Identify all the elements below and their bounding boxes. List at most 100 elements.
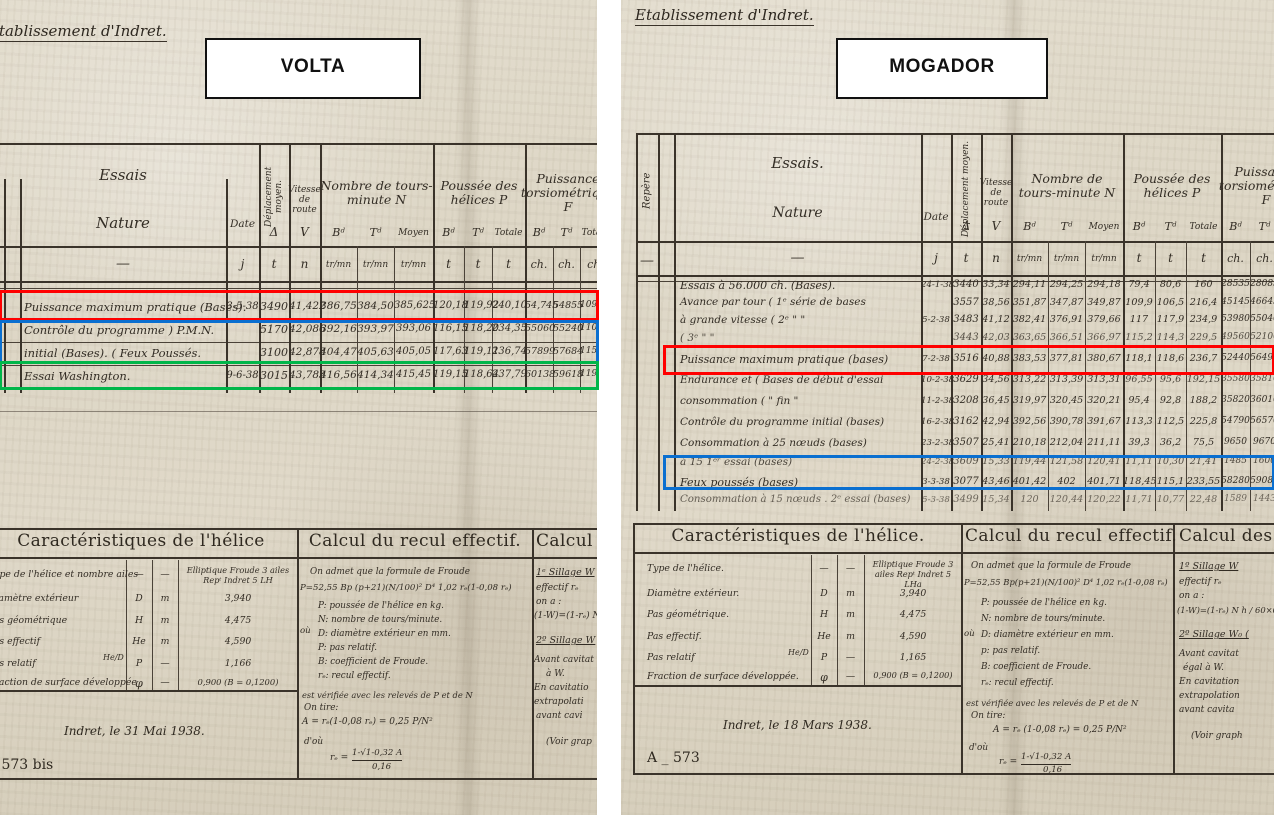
repere-dash-mogador: — [640,253,654,270]
cell-n-bd: 351,87 [1012,297,1047,308]
cell-f-td: 52100 [1250,332,1274,342]
cell-n-td: 390,78 [1049,416,1084,427]
bottom-section-frame-mogador [633,523,1274,775]
col-rule-f-bd-mogador [1250,241,1252,511]
prop-sym-4-mogador: P [820,652,828,663]
subheader-v-volta: V [300,225,309,240]
units-p-bd-mogador: t [1136,251,1142,266]
establishment-heading-volta: Etablissement d'Indret. [0,22,167,42]
recul-legend-2-volta: D: diamètre extérieur en mm. [318,629,451,639]
subheader-n-moyen-mogador: Moyen [1088,221,1120,232]
prop-rule-val-mogador [864,555,866,685]
prop-label-5-mogador: Fraction de surface développée. [647,671,799,682]
cell-n-bd: 383,53 [1012,353,1047,364]
table-row: Endurance et ( Bases de début d'essai [680,374,884,386]
units-v-volta: n [300,257,309,272]
units-f-totale-volta: ch. [587,257,597,271]
subheader-f-td-volta: Tᵈ [560,225,573,239]
cell-p-totale: 192,15 [1186,374,1221,385]
subheader-date-volta: Date [229,218,256,231]
cell-f-td: 36010 [1250,395,1274,405]
cell-f-bd: 35820 [1221,395,1250,405]
cell-v: 42,878 [289,346,326,358]
subheader-nature-mogador: Nature [772,205,823,222]
sillage-title-volta: Calcul d [536,531,597,551]
cell-f-totale: 109.600 [580,300,597,310]
sillage-line-3-volta: (1-W)=(1-rₑ) N [534,611,597,621]
subheader-p-totale-volta: Totale [494,227,523,238]
cell-n-bd: 313,22 [1012,374,1047,385]
cell-n-bd: 294,11 [1012,279,1047,290]
units-n-td-volta: tr/mn [362,259,389,270]
units-date-volta: j [240,257,245,272]
prop-sym-2-mogador: H [819,609,829,620]
table-header-divider-mogador [636,241,1274,244]
prop-value-5-volta: 0,900 (B = 0,1200) [197,677,279,687]
header-vitesse-volta: Vitesse de route [288,184,321,216]
units-p-totale-volta: t [506,257,511,272]
subheader-n-td-volta: Tᵈ [369,225,382,239]
cell-n-moyen: 393,06 [396,323,431,334]
cell-n-td: 313,39 [1049,374,1084,385]
cell-n-moyen: 379,66 [1087,314,1121,325]
header-puissance-volta: Puissance torsiométrique F [520,171,597,214]
cell-n-bd: 120 [1020,494,1039,505]
recul-dou-mogador: d'où [969,743,989,753]
cell-delta: 3483 [953,314,979,325]
prop-sym-2-volta: H [134,615,144,626]
table-row: Feux poussés (bases) [680,476,798,489]
cell-p-td: 80,6 [1159,279,1182,290]
cell-p-td: 106,5 [1156,297,1185,308]
col-rule-p-group-mogador [1123,133,1126,511]
cell-n-bd: 386,75 [320,300,357,312]
cell-date: 24-2-38 [921,457,955,467]
cell-n-moyen: 320,21 [1087,395,1121,406]
cell-v: 15,33 [982,456,1010,467]
cell-f-totale: 119.727 [580,369,597,379]
cell-p-bd: 96,55 [1125,374,1153,385]
prop-unit-4-volta: — [160,658,170,669]
subheader-f-bd-volta: Bᵈ [532,225,546,239]
sillage-line-2-mogador: on a : [1179,591,1205,601]
recul-formula-mogador: P=52,55 Bp(p+21)(N/100)² D⁴ 1,02 rₑ(1-0,… [964,577,1168,587]
prop-unit-1-mogador: m [846,588,855,599]
cell-f-td: 9670 [1253,437,1274,447]
recul-legend-1-mogador: N: nombre de tours/minute. [981,614,1106,624]
table-row: Puissance maximum pratique (bases) [680,353,889,366]
prop-sym-3-volta: He [132,636,146,647]
propeller-title-volta: Caractéristiques de l'hélice [17,531,265,551]
col-rule-repere-mogador [658,133,661,511]
prop-label-3-volta: Pas effectif [0,636,41,647]
header-puissance-mogador: Puissance torsiométrique F [1218,164,1274,207]
prop-unit-5-mogador: — [845,671,856,682]
cell-v: 36,45 [982,395,1010,406]
sillage-line-9-mogador: avant cavita [1179,705,1235,715]
units-f-td-volta: ch. [558,257,575,271]
cell-p-td: 114,3 [1156,332,1185,343]
signature-mogador: Indret, le 18 Mars 1938. [723,718,872,732]
cell-n-bd: 392,56 [1012,416,1047,427]
table-row: consommation ( " fin " [680,395,799,407]
units-f-td-mogador: ch. [1256,251,1273,265]
prop-label-0-volta: Type de l'hélice et nombre ailes [0,569,139,580]
cell-n-moyen: 120,22 [1087,494,1121,505]
cell-v: 42,94 [982,416,1010,427]
units-f-bd-volta: ch. [530,257,548,271]
recul-eq-re-den-mogador: 0,16 [1043,765,1063,775]
prop-value-2-mogador: 4,475 [899,609,927,620]
cell-f-td: 59080 [1250,476,1274,486]
sillage-line-8-mogador: extrapolation [1179,691,1240,701]
cell-p-bd: 118,45 [1123,476,1157,487]
header-essais-mogador: Essais. [771,153,824,172]
essais-table-mogador: Repère — Essais. Déplacement moyen. Vite… [636,133,1274,511]
cell-delta: 3162 [953,416,979,427]
prop-unit-3-mogador: m [846,631,855,642]
sillage-line-7-volta: En cavitatio [534,683,589,693]
cell-n-td: 414,34 [357,369,394,381]
bottom-col-rule-1-volta [297,528,300,780]
recul-dou-volta: d'où [304,737,324,747]
cell-f-bd: 54790 [1221,416,1250,426]
prop-bottom-rule-volta [0,690,297,693]
header-nombre-tours-volta: Nombre de tours-minute N [320,178,433,207]
cell-n-bd: 404,47 [320,346,357,358]
